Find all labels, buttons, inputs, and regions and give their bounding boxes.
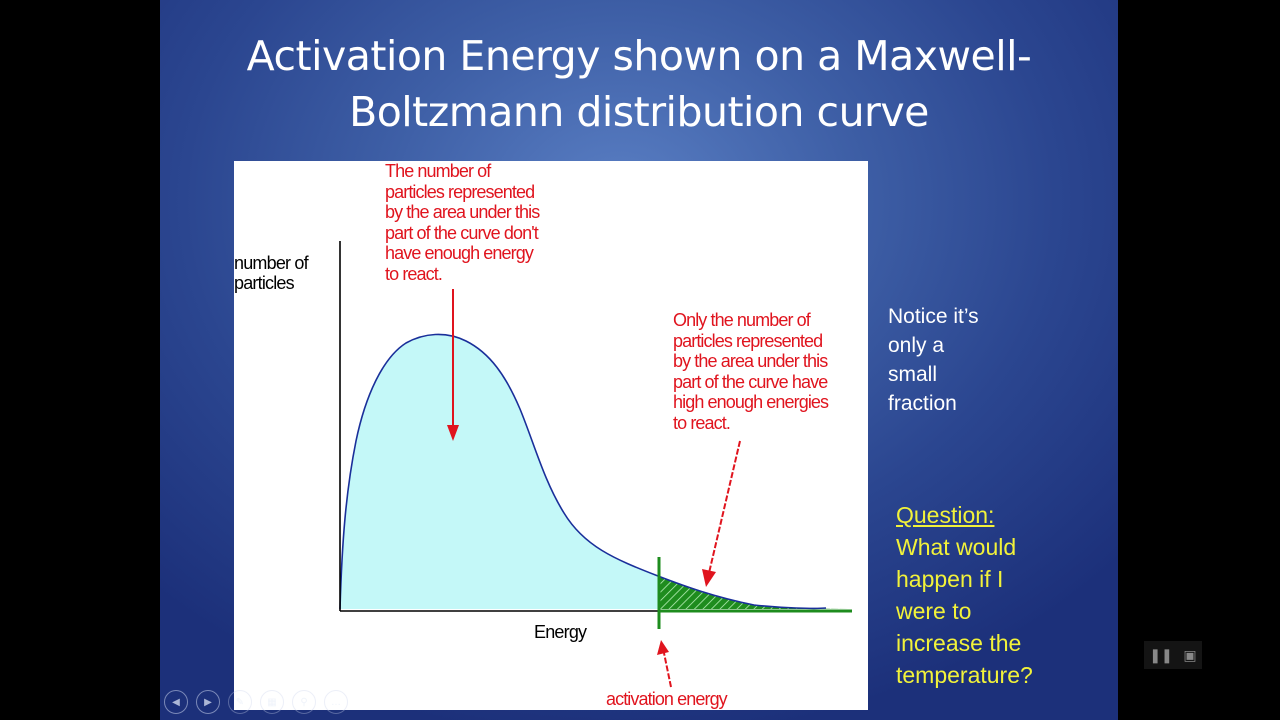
video-controls: ❚❚ ▣	[1144, 641, 1202, 669]
question-text: Question: What would happen if I were to…	[896, 499, 1033, 691]
annotation-above-ea: Only the number of particles represented…	[673, 310, 829, 433]
arrow-top-head	[447, 425, 459, 441]
area-below-ea	[340, 334, 658, 609]
title-line-1: Activation Energy shown on a Maxwell-	[246, 32, 1032, 80]
question-heading: Question:	[896, 502, 995, 528]
chart-svg	[339, 241, 852, 688]
arrow-ea-shaft	[663, 652, 672, 688]
presenter-icon[interactable]: ▣	[1183, 646, 1197, 663]
activation-energy-label: activation energy	[606, 689, 728, 709]
slides-icon[interactable]: ▦	[260, 690, 284, 714]
distribution-curve	[339, 333, 827, 610]
annotation-below-ea: The number of particles represented by t…	[385, 161, 540, 284]
previous-icon[interactable]: ◀	[164, 690, 188, 714]
slideshow-controls: ◀ ▶ ✎ ▦ ⚲ …	[164, 690, 348, 714]
y-axis-label: number of particles	[234, 253, 309, 293]
x-axis-label: Energy	[534, 622, 587, 642]
slide: Activation Energy shown on a Maxwell- Bo…	[160, 0, 1118, 720]
next-icon[interactable]: ▶	[196, 690, 220, 714]
maxwell-boltzmann-chart: number of particles Energy The number of…	[234, 161, 868, 710]
notice-text: Notice it’s only a small fraction	[888, 305, 979, 415]
zoom-icon[interactable]: ⚲	[292, 690, 316, 714]
slide-title: Activation Energy shown on a Maxwell- Bo…	[160, 28, 1118, 140]
arrow-right-head	[702, 569, 716, 587]
arrow-right-shaft	[708, 440, 741, 574]
arrow-ea-head	[657, 640, 669, 655]
title-line-2: Boltzmann distribution curve	[349, 88, 929, 136]
more-icon[interactable]: …	[324, 690, 348, 714]
area-above-ea	[658, 576, 849, 609]
pen-icon[interactable]: ✎	[228, 690, 252, 714]
pause-icon[interactable]: ❚❚	[1149, 646, 1173, 663]
